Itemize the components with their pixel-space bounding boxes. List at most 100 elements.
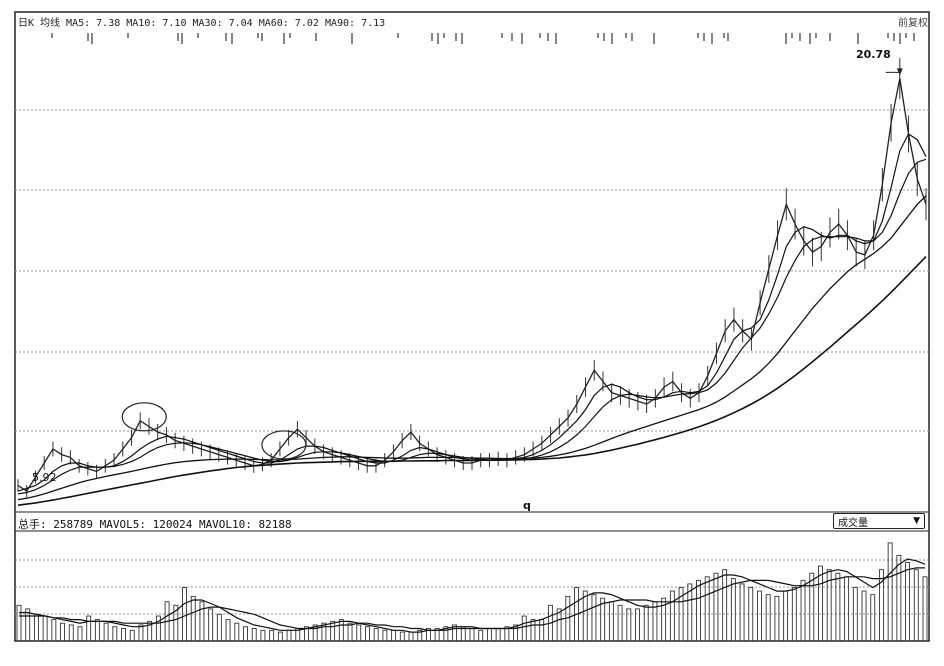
volume-bar [269, 629, 275, 642]
volume-bar [391, 629, 397, 642]
volume-legend-text: 总手: 258789 MAVOL5: 120024 MAVOL10: 82188 [18, 518, 292, 531]
volume-bar [234, 622, 240, 642]
volume-bar [356, 624, 362, 642]
volume-bar [68, 624, 74, 642]
volume-bar [870, 594, 876, 642]
volume-bar [852, 587, 858, 642]
volume-bar [608, 601, 614, 642]
volume-bar [818, 565, 823, 642]
volume-bar [565, 595, 571, 642]
volume-bar [600, 597, 606, 642]
volume-bar [199, 601, 205, 642]
volume-bar [60, 622, 66, 642]
volume-bar [922, 576, 928, 642]
chevron-down-icon: ▼ [913, 516, 920, 526]
volume-bar [774, 595, 780, 642]
volume-bar [94, 619, 100, 642]
volume-bar [661, 597, 667, 642]
volume-bar [216, 613, 222, 642]
volume-bar [896, 554, 902, 642]
volume-bar [77, 626, 83, 642]
volume-bar [495, 628, 501, 642]
volume-bar [190, 595, 196, 642]
volume-bar [478, 629, 484, 642]
volume-bar [765, 594, 771, 642]
volume-bar [260, 629, 266, 642]
volume-bar [321, 622, 327, 642]
volume-bar [722, 569, 728, 642]
volume-bar [112, 626, 118, 642]
volume-bar [425, 628, 431, 642]
volume-bar [591, 594, 597, 642]
volume-bar [791, 587, 797, 642]
volume-bar [155, 615, 161, 642]
volume-bar [582, 590, 588, 642]
volume-bar [626, 608, 632, 642]
volume-bar [504, 626, 510, 642]
volume-bar [121, 628, 126, 642]
volume-bar [399, 631, 405, 642]
volume-bar [129, 629, 135, 642]
volume-bar [617, 604, 623, 642]
volume-bar [373, 628, 379, 642]
volume-bar [704, 576, 710, 642]
volume-bar [748, 587, 754, 642]
volume-bar [844, 576, 850, 642]
volume-bar [277, 631, 283, 642]
volume-bar [826, 569, 832, 642]
volume-bar [800, 579, 806, 642]
adjust-mode-label[interactable]: 前复权 [898, 18, 928, 29]
q-marker-label: q [523, 499, 531, 512]
volume-bar [138, 624, 144, 642]
volume-bar [713, 572, 719, 642]
volume-bar [182, 587, 187, 642]
volume-bar [452, 624, 458, 642]
volume-bar [251, 628, 257, 642]
volume-bar [643, 604, 649, 642]
volume-bar [696, 579, 701, 642]
volume-bar [347, 622, 353, 642]
volume-bar [42, 615, 48, 642]
moving-average-line [17, 158, 927, 495]
volume-bar [835, 572, 841, 642]
volume-bar [687, 583, 693, 642]
volume-bar [173, 604, 179, 642]
volume-ma-line [19, 567, 925, 631]
volume-bar [635, 608, 640, 642]
volume-bar [417, 629, 423, 642]
volume-bar [739, 583, 745, 642]
indicator-select[interactable]: 成交量 ▼ [833, 513, 925, 529]
high-marker-arrow [896, 68, 903, 76]
volume-bar [669, 590, 675, 642]
highlight-circle [121, 402, 167, 432]
volume-bar [556, 608, 562, 642]
volume-bar [243, 626, 248, 642]
volume-bar [147, 620, 153, 642]
volume-bar [443, 626, 449, 642]
high-price-label: 20.78 [856, 48, 891, 61]
volume-bar [434, 628, 440, 642]
highlight-circle [261, 430, 307, 460]
volume-bar [286, 629, 292, 642]
indicator-select-label: 成交量 [838, 517, 868, 529]
volume-bar [103, 622, 109, 642]
volume-bar [312, 624, 318, 642]
volume-bar [574, 587, 579, 642]
volume-bar [208, 608, 214, 642]
volume-bar [861, 590, 867, 642]
volume-bar [33, 613, 39, 642]
volume-bar [486, 628, 492, 642]
moving-average-line [17, 195, 927, 501]
volume-bar [330, 620, 336, 642]
volume-bar [887, 542, 893, 642]
ma-legend-text: 日K 均线 MA5: 7.38 MA10: 7.10 MA30: 7.04 MA… [18, 18, 386, 29]
volume-bar [539, 619, 545, 642]
low-price-label: 5.92 [32, 471, 57, 484]
volume-bar [86, 615, 92, 642]
volume-bar [25, 608, 31, 642]
volume-bar [51, 619, 57, 642]
volume-bar [408, 631, 414, 642]
volume-bar [678, 587, 684, 642]
